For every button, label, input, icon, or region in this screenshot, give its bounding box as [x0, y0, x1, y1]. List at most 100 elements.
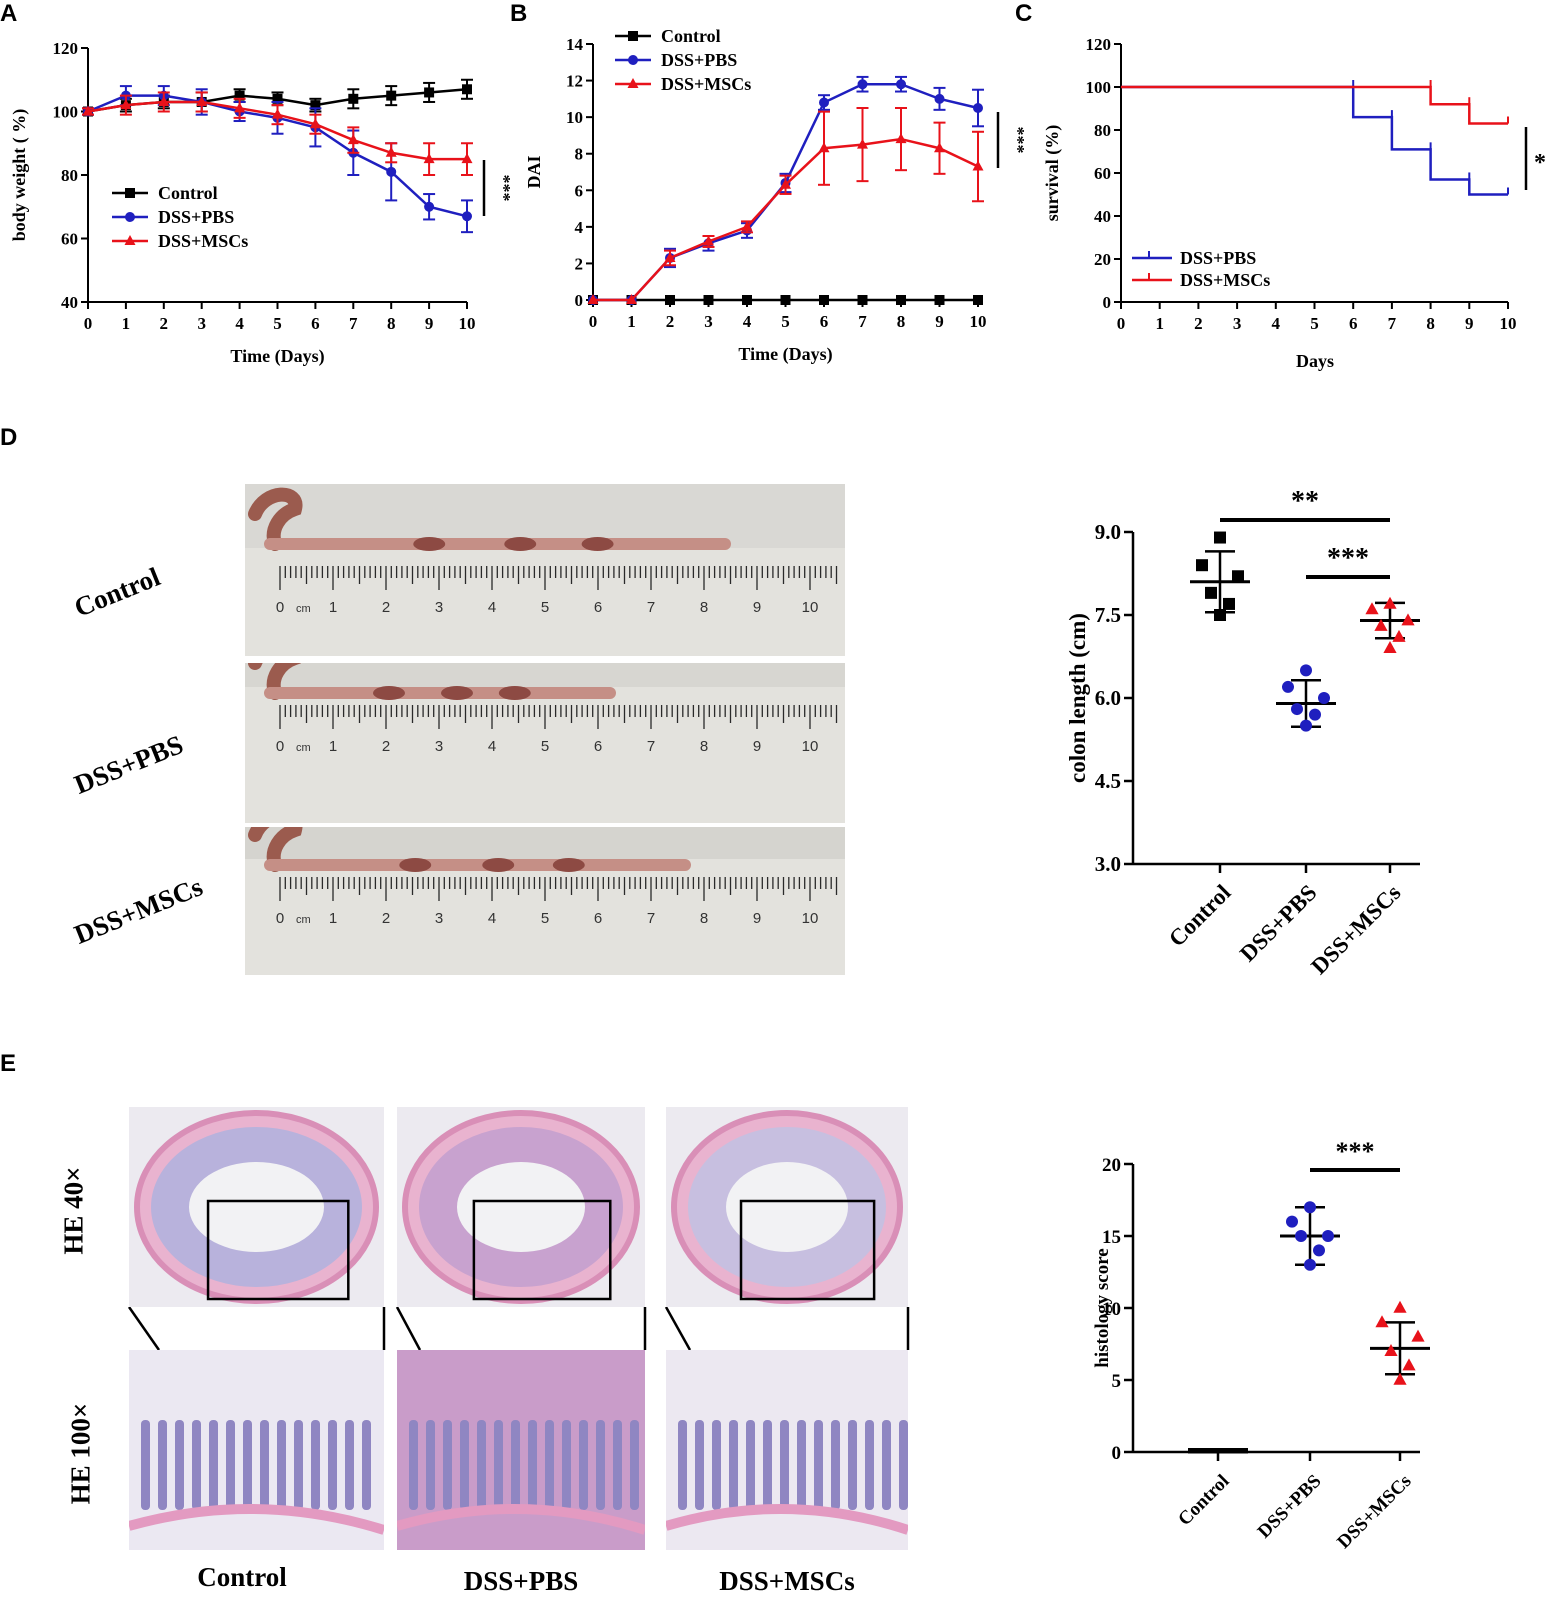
crypt [345, 1420, 354, 1510]
legend-label: DSS+MSCs [661, 74, 751, 94]
colon-photo-dss-pbs: 0 1 2 3 4 5 6 7 8 9 10 cm [245, 663, 845, 823]
colon-content [498, 686, 531, 700]
colon-content [413, 537, 446, 551]
muscularis [666, 1504, 908, 1535]
colon-content [581, 537, 614, 551]
x-tick-label: 4 [235, 314, 244, 333]
comparison-label: ** [1291, 486, 1319, 517]
colon-cecum [248, 663, 301, 700]
data-point [1291, 703, 1303, 716]
colon-content [552, 858, 585, 872]
he100-dss-mscs-image [666, 1350, 908, 1550]
data-point [896, 79, 906, 90]
ruler-number: 6 [594, 599, 602, 616]
x-tick-label: 7 [858, 312, 867, 331]
he6-drawing [666, 1350, 908, 1550]
data-point [423, 153, 435, 164]
colon-photo-dss-mscs: 0 1 2 3 4 5 6 7 8 9 10 cm [245, 827, 845, 975]
y-tick-label: 5 [1112, 1371, 1122, 1392]
data-point [196, 95, 208, 106]
panel-label-a: A [0, 0, 18, 27]
data-point [272, 93, 283, 104]
ruler-number: 4 [488, 910, 496, 927]
data-point [1214, 609, 1226, 621]
x-tick-label: 9 [425, 314, 434, 333]
data-point [1223, 597, 1235, 610]
y-tick-label: 100 [1086, 78, 1112, 97]
he4-drawing [129, 1350, 384, 1550]
crypt [763, 1420, 772, 1510]
he40-dss-mscs-image [666, 1107, 908, 1307]
y-tick-label: 120 [53, 39, 79, 58]
data-point [272, 108, 283, 119]
he1-drawing [134, 1110, 379, 1304]
x-tick-label: 0 [589, 312, 598, 331]
series-line-dssmscs [593, 137, 979, 302]
crypt [460, 1420, 469, 1510]
zoom-box [206, 1199, 350, 1301]
ruler-number: 5 [541, 910, 549, 927]
legend-label: DSS+PBS [158, 207, 234, 227]
data-point [819, 97, 829, 108]
crypt [579, 1420, 588, 1510]
x-tick-label: 5 [781, 312, 790, 331]
y-tick-label: 120 [1086, 35, 1112, 54]
data-point [1365, 602, 1379, 615]
ruler-number: 8 [700, 738, 708, 755]
data-point [386, 166, 397, 177]
ruler-number: 0 [276, 738, 284, 755]
ruler-unit: cm [296, 742, 311, 754]
zoom-connector [127, 1306, 161, 1351]
ruler-number: 1 [329, 910, 337, 927]
ruler-number: 2 [382, 738, 390, 755]
y-tick-label: 100 [53, 103, 79, 122]
legend-label: DSS+PBS [1180, 248, 1256, 268]
data-point [973, 295, 983, 305]
data-point [665, 295, 675, 305]
zoom-box [739, 1199, 876, 1301]
x-tick-label: DSS+MSCs [1306, 880, 1405, 979]
ruler-unit: cm [296, 914, 311, 926]
crypt [746, 1420, 755, 1510]
data-point [347, 134, 359, 145]
crypt [141, 1420, 150, 1510]
ruler-number: 0 [276, 599, 284, 616]
ruler-number: 7 [647, 738, 655, 755]
y-tick-label: 4 [575, 218, 584, 237]
crypt [865, 1420, 874, 1510]
crypt [226, 1420, 235, 1510]
ruler-number: 3 [435, 910, 443, 927]
x-tick-label: 10 [1500, 314, 1517, 333]
crypt [678, 1420, 687, 1510]
panel-label-c: C [1015, 0, 1033, 27]
crypt [328, 1420, 337, 1510]
ruler-number: 2 [382, 599, 390, 616]
x-tick-label: 7 [1388, 314, 1397, 333]
x-tick-label: 8 [1426, 314, 1435, 333]
colon-content [504, 537, 537, 551]
legend-label: Control [158, 183, 218, 203]
y-tick-label: 4.5 [1095, 769, 1121, 793]
crypt [158, 1420, 167, 1510]
y-tick-label: 80 [1094, 121, 1111, 140]
y-tick-label: 15 [1102, 1227, 1121, 1248]
he2-drawing [402, 1110, 640, 1304]
x-tick-label: 8 [897, 312, 906, 331]
x-tick-label: DSS+PBS [1254, 1471, 1326, 1543]
ruler-number: 10 [802, 738, 819, 755]
crypt [596, 1420, 605, 1510]
crypt [175, 1420, 184, 1510]
y-tick-label: 9.0 [1095, 520, 1121, 544]
crypt [545, 1420, 554, 1510]
data-point [1374, 618, 1388, 631]
x-tick-label: 10 [459, 314, 476, 333]
crypt [409, 1420, 418, 1510]
data-point [1232, 570, 1244, 583]
y-tick-label: 0 [1103, 293, 1112, 312]
survival-curve-dsspbs [1121, 85, 1508, 196]
crypt [277, 1420, 286, 1510]
legend-marker [125, 212, 135, 222]
